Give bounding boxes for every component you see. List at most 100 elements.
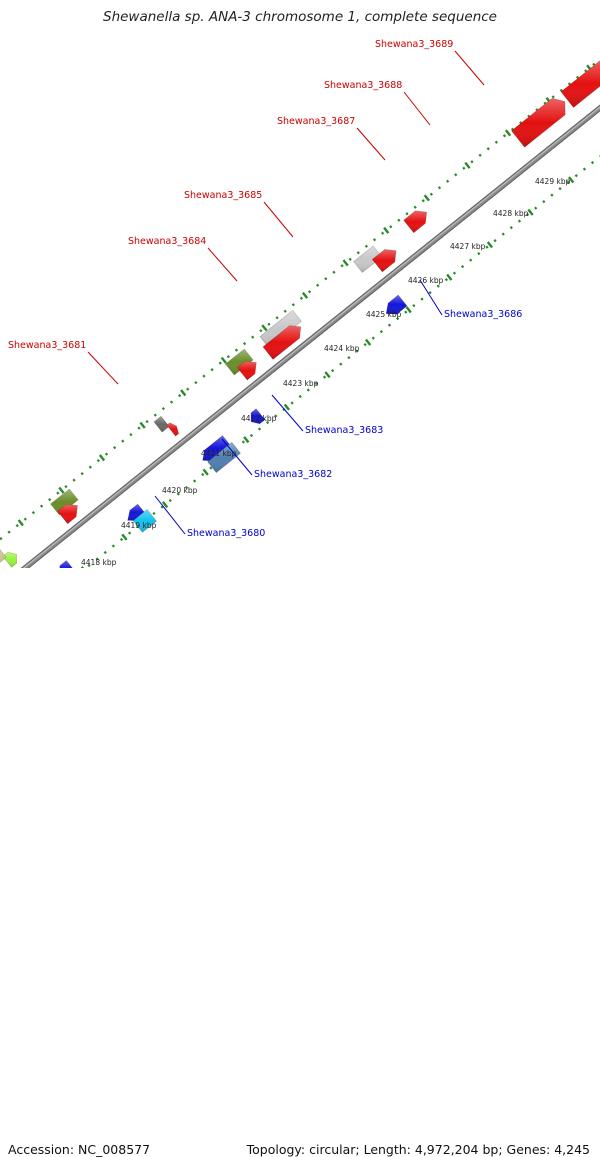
kbp-label: 4429 kbp: [535, 177, 571, 186]
minor-tick: [210, 467, 211, 469]
minor-tick: [454, 272, 455, 274]
major-tick: [122, 534, 126, 539]
minor-tick: [439, 187, 440, 189]
minor-tick: [169, 500, 170, 502]
gene-feature-red[interactable]: [167, 423, 179, 436]
minor-tick: [496, 141, 497, 143]
minor-tick: [487, 148, 488, 150]
minor-tick: [470, 259, 471, 261]
gene-label[interactable]: Shewana3_3685: [184, 190, 262, 201]
gene-label[interactable]: Shewana3_3686: [444, 309, 522, 320]
gene-shading: [167, 423, 179, 436]
minor-tick: [423, 200, 424, 202]
minor-tick: [155, 414, 156, 416]
label-leader-line: [88, 352, 118, 384]
major-tick: [447, 275, 451, 280]
footer-bar: Accession: NC_008577 Topology: circular;…: [0, 568, 600, 600]
major-tick: [203, 469, 207, 474]
gene-label[interactable]: Shewana3_3683: [305, 425, 383, 436]
minor-tick: [373, 337, 374, 339]
minor-tick: [364, 344, 365, 346]
gene-label[interactable]: Shewana3_3681: [8, 340, 86, 351]
minor-tick: [446, 279, 447, 281]
gene-feature-darkgrey[interactable]: [154, 416, 169, 432]
major-tick: [19, 520, 23, 525]
minor-tick: [121, 539, 122, 541]
gene-shading: [561, 60, 600, 108]
minor-tick: [122, 440, 123, 442]
kbp-label: 4422 kbp: [241, 414, 277, 423]
minor-tick: [324, 376, 325, 378]
minor-tick: [138, 427, 139, 429]
minor-tick: [406, 213, 407, 215]
gene-labels[interactable]: Shewana3_3689 Shewana3_3688 Shewana3_3687 S…: [8, 39, 522, 539]
minor-tick: [552, 96, 553, 98]
minor-tick: [243, 441, 244, 443]
kbp-label: 4426 kbp: [408, 276, 444, 285]
gene-label[interactable]: Shewana3_3684: [128, 236, 206, 247]
minor-tick: [211, 369, 212, 371]
minor-tick: [260, 330, 261, 332]
minor-tick: [268, 323, 269, 325]
minor-tick: [163, 408, 164, 410]
minor-tick: [106, 453, 107, 455]
major-tick: [528, 210, 532, 215]
minor-tick: [179, 395, 180, 397]
minor-tick: [308, 389, 309, 391]
gene-shading: [0, 546, 6, 570]
minor-tick: [349, 258, 350, 260]
minor-tick: [49, 499, 50, 501]
minor-tick: [81, 473, 82, 475]
minor-tick: [405, 311, 406, 313]
minor-tick: [366, 245, 367, 247]
gene-label[interactable]: Shewana3_3682: [254, 469, 332, 480]
minor-tick: [41, 505, 42, 507]
major-tick: [181, 390, 185, 395]
label-leader-line: [455, 51, 484, 85]
minor-tick: [293, 304, 294, 306]
minor-tick: [301, 297, 302, 299]
minor-tick: [382, 232, 383, 234]
minor-tick: [447, 180, 448, 182]
minor-tick: [251, 435, 252, 437]
minor-tick: [90, 466, 91, 468]
gene-shading: [154, 416, 169, 432]
gene-label[interactable]: Shewana3_3687: [277, 116, 355, 127]
minor-tick: [309, 291, 310, 293]
minor-tick: [146, 421, 147, 423]
minor-tick: [203, 375, 204, 377]
label-leader-line: [357, 128, 385, 160]
genome-map[interactable]: Shewana3_3689 Shewana3_3688 Shewana3_3687 S…: [0, 0, 600, 600]
gene-label[interactable]: Shewana3_3689: [375, 39, 453, 50]
topology-text: Topology: circular; Length: 4,972,204 bp…: [247, 1142, 590, 1157]
minor-tick: [332, 370, 333, 372]
minor-tick: [98, 460, 99, 462]
minor-tick: [431, 193, 432, 195]
minor-tick: [284, 310, 285, 312]
minor-tick: [479, 154, 480, 156]
minor-tick: [252, 336, 253, 338]
label-leader-line: [272, 395, 303, 431]
minor-tick: [551, 194, 552, 196]
gene-feature-khaki[interactable]: [0, 546, 6, 570]
accession-text: Accession: NC_008577: [8, 1142, 150, 1157]
gene-label[interactable]: Shewana3_3680: [187, 528, 265, 539]
major-tick: [140, 423, 144, 428]
minor-tick: [187, 388, 188, 390]
label-leader-line: [208, 248, 237, 281]
minor-tick: [511, 227, 512, 229]
gene-feature-red[interactable]: [561, 60, 600, 108]
major-tick: [366, 339, 370, 344]
kbp-label: 4425 kbp: [366, 310, 402, 319]
minor-tick: [381, 331, 382, 333]
major-tick: [488, 242, 492, 247]
minor-tick: [389, 324, 390, 326]
label-leader-line: [404, 92, 430, 125]
gene-label[interactable]: Shewana3_3688: [324, 80, 402, 91]
major-tick: [244, 437, 248, 442]
major-tick: [262, 325, 266, 330]
gene-feature-lime[interactable]: [3, 552, 17, 567]
minor-tick: [291, 402, 292, 404]
minor-tick: [195, 382, 196, 384]
minor-tick: [16, 525, 17, 527]
